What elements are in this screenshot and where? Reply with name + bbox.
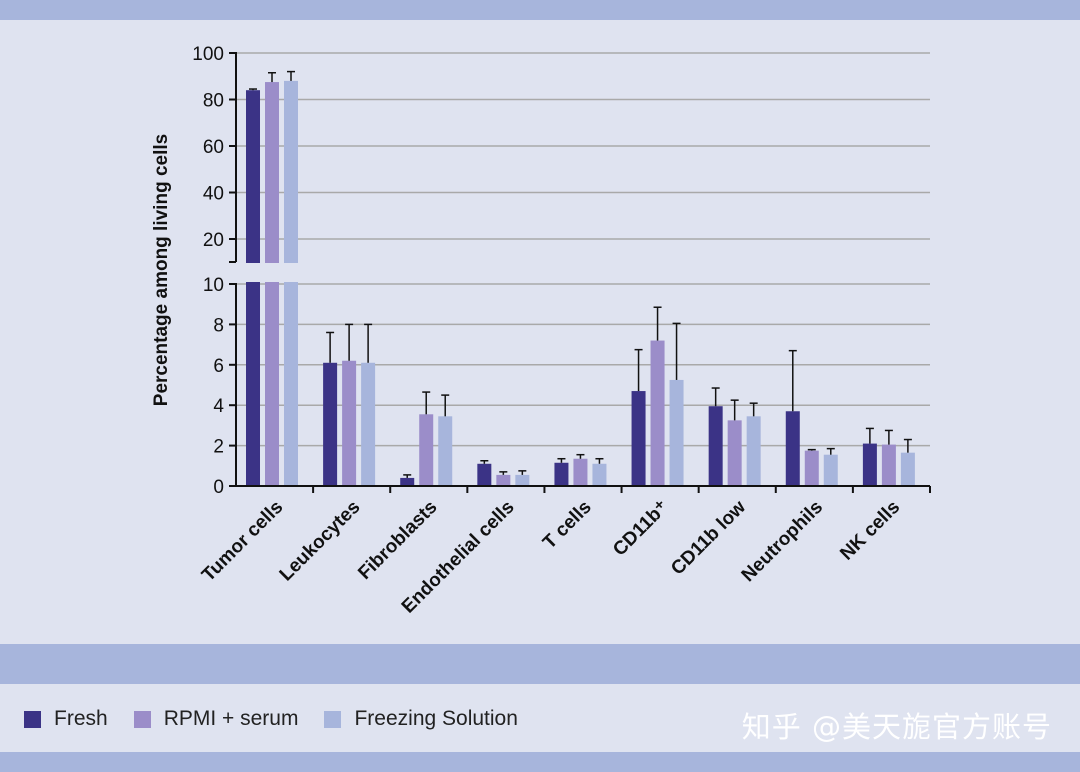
watermark: 知乎 @美天旎官方账号 — [741, 710, 1052, 744]
y-tick-label: 0 — [213, 477, 224, 498]
legend-swatch-rpmi-serum — [133, 710, 151, 728]
legend-label-fresh: Fresh — [54, 707, 108, 730]
bar — [900, 452, 915, 486]
top-band — [0, 0, 1080, 20]
y-tick-label: 2 — [213, 437, 224, 458]
y-tick-label: 6 — [213, 356, 224, 377]
x-tick-label: CD11b⁺ — [609, 497, 673, 561]
bars — [246, 70, 915, 487]
y-tick-label: 40 — [203, 184, 224, 205]
bar — [323, 362, 338, 486]
x-tick-label: Neutrophils — [738, 497, 827, 586]
bar — [284, 80, 298, 487]
y-tick-label: 8 — [213, 315, 224, 336]
x-tick-label: Tumor cells — [198, 497, 287, 586]
y-tick-label: 100 — [192, 44, 224, 65]
bar — [804, 450, 819, 486]
bar — [862, 443, 877, 486]
bar — [727, 420, 742, 486]
bar — [823, 454, 838, 486]
bar — [400, 477, 415, 486]
axis-break — [228, 263, 932, 282]
y-tick-label: 60 — [203, 137, 224, 158]
bar — [554, 462, 569, 486]
bar — [631, 391, 646, 486]
bar — [573, 458, 588, 486]
legend-swatch-freezing-solution — [324, 710, 342, 728]
gridlines — [236, 52, 930, 447]
x-tick-label: T cells — [539, 497, 596, 554]
bar — [515, 474, 530, 486]
bar — [419, 414, 434, 486]
legend-item-fresh: Fresh — [24, 707, 108, 731]
bar — [246, 90, 260, 486]
bar — [746, 416, 761, 486]
bottom-band — [0, 752, 1080, 772]
bar — [881, 444, 896, 486]
bar — [592, 463, 607, 486]
bar — [477, 463, 492, 486]
y-tick-label: 80 — [203, 91, 224, 112]
legend-item-rpmi-serum: RPMI + serum — [133, 707, 299, 731]
bar — [342, 360, 357, 486]
bar — [708, 406, 723, 486]
axes — [228, 52, 932, 493]
bar — [496, 474, 511, 486]
legend-label-freezing-solution: Freezing Solution — [354, 707, 518, 730]
x-tick-label: NK cells — [836, 497, 904, 565]
bar — [361, 362, 376, 486]
bar — [650, 340, 665, 486]
bar — [265, 82, 279, 486]
bar — [669, 379, 684, 486]
bar — [438, 416, 453, 486]
y-tick-label: 10 — [203, 275, 224, 296]
legend-item-freezing-solution: Freezing Solution — [324, 707, 518, 731]
legend-label-rpmi-serum: RPMI + serum — [163, 707, 299, 730]
legend: Fresh RPMI + serum Freezing Solution — [24, 704, 544, 734]
y-tick-label: 4 — [213, 396, 224, 417]
y-tick-label: 20 — [203, 230, 224, 251]
x-tick-label: Leukocytes — [276, 497, 365, 586]
legend-swatch-fresh — [24, 710, 41, 728]
y-axis-title: Percentage among living cells — [151, 134, 172, 406]
x-tick-label: CD11b low — [667, 497, 750, 580]
middle-band — [0, 644, 1080, 684]
bar — [785, 411, 800, 486]
